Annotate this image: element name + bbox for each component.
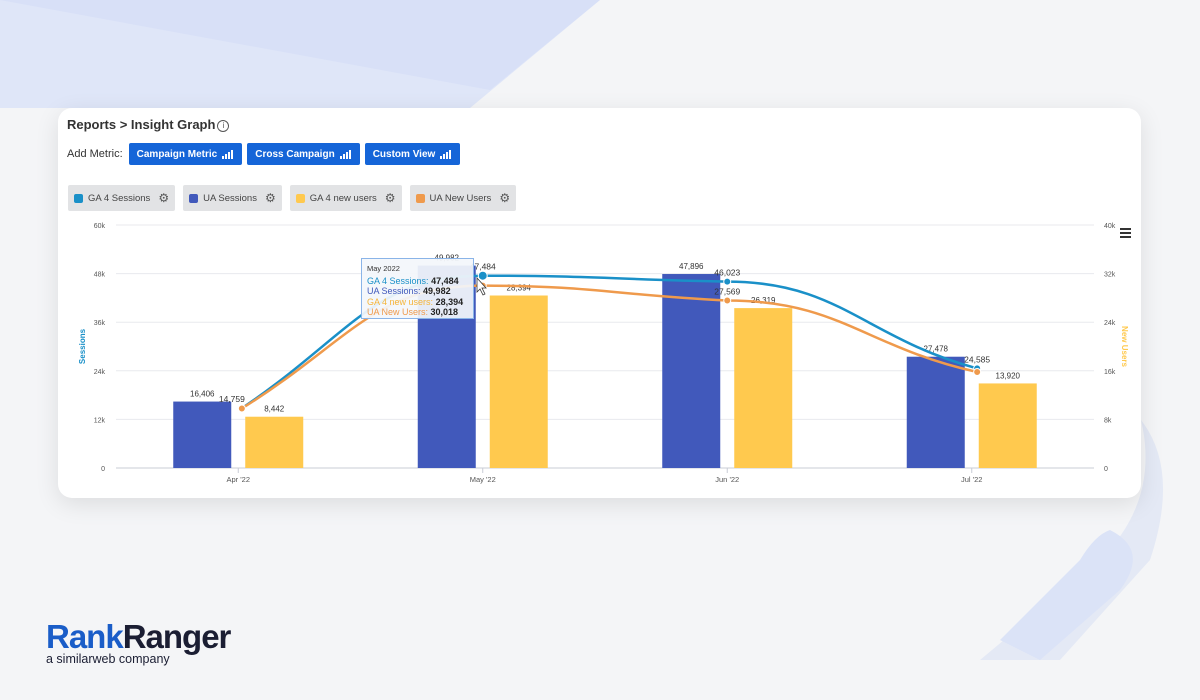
data-label: 26,319: [751, 296, 776, 305]
line-ga-4-sessions: [241, 274, 978, 410]
y-tick-label: 36k: [94, 320, 106, 327]
data-label: 47,896: [679, 262, 704, 271]
gear-icon[interactable]: ⚙: [158, 191, 170, 205]
series-legend: GA 4 Sessions ⚙ UA Sessions ⚙ GA 4 new u…: [68, 185, 524, 211]
y2-axis-title: New Users: [1120, 326, 1129, 367]
data-label: 47,484: [470, 262, 496, 272]
y-tick-label: 12k: [94, 417, 106, 424]
gear-icon[interactable]: ⚙: [499, 191, 511, 205]
legend-label: GA 4 new users: [309, 192, 377, 204]
legend-ga4-new-users[interactable]: GA 4 new users ⚙: [289, 185, 402, 211]
bar-ga-4-new-users: [245, 416, 304, 468]
bar-chart-icon: [222, 149, 234, 159]
tooltip-date: May 2022: [367, 264, 400, 273]
data-label: 27,478: [924, 345, 949, 354]
logo-text-ranger: Ranger: [122, 618, 232, 655]
legend-swatch: [295, 193, 305, 203]
line-point: [723, 296, 732, 305]
tooltip-label: UA New Users:: [367, 307, 429, 317]
legend-swatch: [74, 193, 83, 203]
logo-text-rank: Rank: [46, 618, 124, 655]
legend-ga4-sessions[interactable]: GA 4 Sessions ⚙: [68, 185, 176, 211]
bar-chart-icon: [339, 149, 352, 159]
legend-swatch: [415, 193, 425, 203]
mouse-cursor-icon: [476, 276, 487, 296]
chart-tooltip: May 2022 GA 4 Sessions: 47,484 UA Sessio…: [361, 258, 474, 319]
legend-swatch: [189, 193, 199, 203]
y-tick-label: 24k: [94, 369, 106, 376]
bar-ga-4-new-users: [734, 308, 793, 468]
custom-view-label: Custom View: [372, 148, 436, 160]
y-tick-label: 0: [101, 466, 105, 473]
x-tick-label: May '22: [470, 475, 496, 484]
legend-label: GA 4 Sessions: [88, 192, 151, 204]
insight-chart: 0 0 12k 8k 24k 16k 36k 24k 48k 32k 60k 40k Apr '22 Ma…: [78, 223, 1129, 484]
y-tick-label: 60k: [94, 223, 106, 230]
y2-tick-label: 32k: [1104, 272, 1116, 279]
y2-tick-label: 24k: [1104, 320, 1116, 327]
tooltip-row: GA 4 new users: 28,394: [367, 297, 473, 308]
bar-ga-4-new-users: [489, 295, 548, 468]
data-label: 16,406: [190, 390, 215, 399]
cross-campaign-label: Cross Campaign: [255, 148, 335, 160]
tooltip-row: UA New Users: 30,018: [367, 307, 473, 318]
tooltip-row: UA Sessions: 49,982: [367, 286, 473, 297]
data-label: 46,023: [714, 268, 740, 278]
tooltip-label: GA 4 new users:: [367, 296, 434, 307]
logo-tagline: a similarweb company: [46, 652, 170, 666]
y-axis-title: Sessions: [78, 328, 87, 364]
data-label: 14,759: [219, 394, 245, 404]
legend-ua-sessions[interactable]: UA Sessions ⚙: [183, 185, 282, 211]
insight-graph-card: Reports > Insight Graph i Add Metric: Cam…: [58, 108, 1141, 498]
y2-tick-label: 40k: [1104, 223, 1116, 230]
campaign-metric-label: Campaign Metric: [136, 148, 218, 160]
y2-tick-label: 0: [1104, 466, 1108, 473]
gear-icon[interactable]: ⚙: [384, 191, 396, 205]
add-metric-toolbar: Add Metric: Campaign Metric Cross Campai…: [67, 143, 465, 165]
tooltip-value: 47,484: [431, 275, 459, 286]
data-label: 24,585: [964, 354, 990, 364]
custom-view-button[interactable]: Custom View: [364, 143, 461, 165]
legend-label: UA Sessions: [203, 192, 257, 204]
line-point: [723, 277, 732, 286]
info-icon[interactable]: i: [217, 120, 230, 132]
x-tick-label: Jul '22: [961, 475, 982, 484]
y2-tick-label: 8k: [1104, 417, 1112, 424]
line-point: [237, 404, 246, 413]
bar-ua-sessions: [906, 356, 965, 468]
data-label: 8,442: [264, 405, 285, 414]
data-label: 13,920: [996, 371, 1021, 380]
data-label: 28,394: [507, 284, 532, 293]
breadcrumb: Reports > Insight Graph: [67, 117, 216, 132]
legend-label: UA New Users: [429, 192, 492, 204]
rank-ranger-logo: RankRanger a similarweb company: [46, 618, 232, 667]
x-tick-label: Apr '22: [226, 475, 250, 484]
bar-ua-sessions: [173, 401, 232, 468]
y-tick-label: 48k: [94, 272, 106, 279]
campaign-metric-button[interactable]: Campaign Metric: [128, 143, 243, 165]
cross-campaign-button[interactable]: Cross Campaign: [247, 143, 360, 165]
hamburger-menu-icon[interactable]: [1120, 228, 1131, 240]
data-label: 27,569: [714, 287, 740, 297]
bar-ga-4-new-users: [978, 383, 1037, 468]
tooltip-value: 30,018: [430, 307, 459, 317]
x-tick-label: Jun '22: [715, 475, 739, 484]
tooltip-label: UA Sessions:: [367, 286, 421, 296]
page-title: Reports > Insight Graph i: [67, 117, 230, 132]
tooltip-label: GA 4 Sessions:: [367, 275, 429, 286]
tooltip-value: 28,394: [435, 296, 464, 307]
line-point: [477, 270, 488, 281]
tooltip-row: GA 4 Sessions: 47,484: [367, 276, 473, 287]
tooltip-value: 49,982: [423, 286, 451, 296]
bar-chart-icon: [440, 149, 452, 159]
y2-tick-label: 16k: [1104, 369, 1116, 376]
add-metric-label: Add Metric:: [67, 148, 123, 160]
legend-ua-new-users[interactable]: UA New Users ⚙: [409, 185, 517, 211]
gear-icon[interactable]: ⚙: [264, 191, 276, 205]
line-ua-new-users: [241, 284, 978, 410]
bar-ua-sessions: [662, 274, 721, 468]
line-point: [973, 368, 982, 377]
